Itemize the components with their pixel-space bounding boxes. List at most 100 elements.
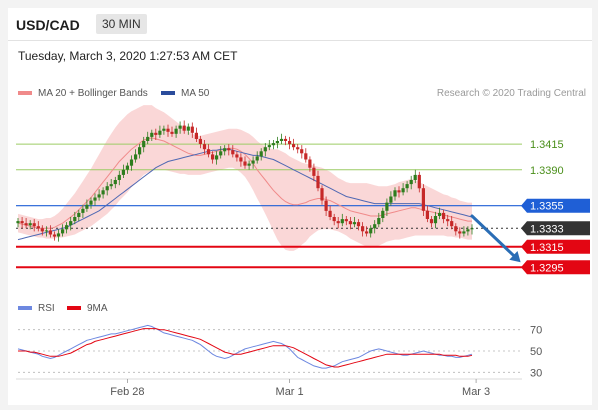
candle-body [328,210,332,217]
candle-body [93,197,97,201]
candle-body [320,188,324,201]
candle-body [186,126,190,131]
candle-body [125,165,129,170]
candle-body [24,223,28,226]
candle-body [97,194,101,198]
candle-body [312,167,316,176]
candle-body [304,153,308,160]
level-tag-bg-1-3315 [521,239,590,254]
moving-averages [17,137,473,241]
timeframe-badge[interactable]: 30 MIN [96,14,147,34]
candle-body [190,126,194,133]
candle-body [466,229,470,232]
candle-body [381,210,385,218]
candle-body [235,154,239,158]
candle-body [40,228,44,232]
candle-body [219,151,223,156]
candle-body [267,145,271,148]
price-chart: Tuesday, March 3, 2020 1:27:53 AM CET MA… [16,49,590,398]
candle-body [421,188,425,211]
candle-body [344,219,348,222]
rsi-legend: RSI 9MA [18,303,108,314]
candle-body [429,219,434,224]
forecast-arrow [470,214,521,263]
time-tick-label: Mar 3 [462,386,490,398]
candle-body [259,151,263,157]
rsi-panel: 70 50 30 [17,325,542,379]
candle-body [271,143,275,146]
bollinger-band [18,105,472,251]
candle-body [296,147,300,150]
rsi-ma9-line [18,328,473,368]
candle-body [316,175,320,189]
candle-body [324,200,328,211]
level-tag-1-3355: 1.3355 [530,201,564,213]
level-tag-1-3315: 1.3315 [530,242,564,254]
candle-body [462,231,466,234]
candle-body [121,169,125,175]
ma20-legend-swatch [18,91,32,95]
candle-body [401,188,405,193]
candle-body [36,226,40,229]
candle-body [251,160,255,164]
candle-body [142,141,146,148]
candle-body [52,234,57,237]
candle-body [117,174,121,180]
candle-body [352,222,356,225]
candle-body [438,212,442,216]
candle-body [56,233,61,237]
rsi-axis-label-70: 70 [530,325,542,337]
candle-body [20,221,24,224]
candle-body [182,125,186,131]
main-legend: MA 20 + Bollinger Bands MA 50 Research ©… [18,88,586,99]
level-tag-1-3295: 1.3295 [530,262,564,274]
candle-body [16,221,20,224]
candle-body [365,231,369,234]
header-bar: USD/CAD 30 MIN [8,8,592,41]
candle-body [340,219,344,224]
candle-body [239,157,243,162]
forecast-arrow-shaft [470,214,515,257]
candle-body [356,222,361,227]
candle-body [454,226,458,232]
candle-body [215,155,219,160]
candle-body [413,174,417,180]
candle-body [134,154,138,160]
candle-body [158,130,162,135]
candle-body [247,163,251,166]
candle-body [65,225,69,230]
candle-body [442,212,446,220]
candle-body [170,131,174,134]
level-tag-bg-1-3333 [521,221,590,236]
candle-body [263,147,267,152]
candle-body [89,200,93,205]
candle-body [223,148,227,152]
candle-body [409,180,413,185]
level-tag-1-3390: 1.3390 [530,165,564,177]
candle-body [385,202,389,211]
candle-body [425,210,429,219]
price-tags: 1.3415 1.3390 1.3355 1.3333 1.3315 1.3295 [521,139,590,275]
candle-body [28,223,32,226]
candle-body [178,125,182,129]
symbol-title: USD/CAD [16,17,80,33]
candle-body [109,184,113,187]
candle-body [450,221,454,227]
candle-body [77,212,81,217]
candle-body [470,228,474,230]
candle-body [377,218,381,225]
candle-body [198,138,202,144]
candle-body [292,144,296,148]
candle-body [446,219,450,222]
candle-body [231,150,235,155]
candle-body [32,223,36,227]
candle-body [243,161,247,166]
candle-body [194,132,198,139]
candle-body [405,184,409,189]
price-levels [16,143,522,269]
candlesticks [16,120,474,242]
time-axis: Feb 28 Mar 1 Mar 3 [16,378,522,398]
candle-body [162,128,166,131]
time-tick-label: Feb 28 [110,386,144,398]
